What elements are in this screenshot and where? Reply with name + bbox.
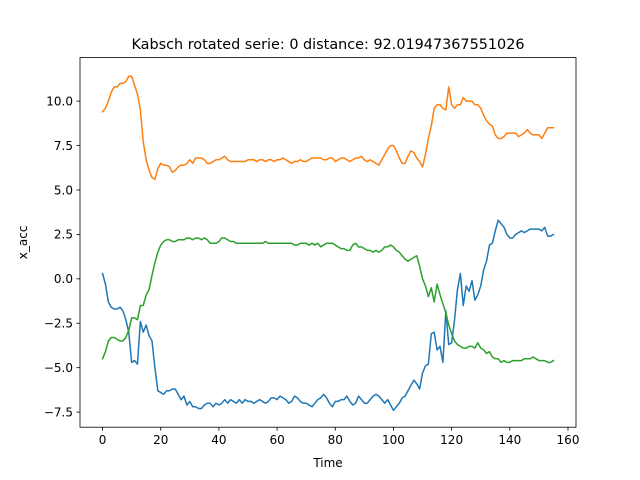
series-layer [101,75,555,412]
x-tick-label: 40 [211,433,226,447]
chart-title: Kabsch rotated serie: 0 distance: 92.019… [131,37,524,53]
series-line-2 [101,237,555,364]
y-tick-label: 2.5 [54,228,73,242]
x-tick-label: 120 [440,433,463,447]
y-tick-label: 0.0 [54,272,73,286]
x-tick-label: 140 [498,433,521,447]
x-tick-label: 100 [382,433,405,447]
plot-frame [79,57,577,428]
series-line-0 [101,219,555,412]
x-tick-label: 80 [328,433,343,447]
y-tick-label: 5.0 [54,183,73,197]
x-tick-label: 160 [557,433,580,447]
x-axis-label: Time [312,456,342,470]
series-line-1 [101,75,555,181]
y-tick-label: 7.5 [54,139,73,153]
x-tick-label: 60 [269,433,284,447]
y-tick-label: −2.5 [44,317,73,331]
y-tick-label: 10.0 [46,94,73,108]
y-tick-label: −5.0 [44,361,73,375]
x-tick-label: 20 [153,433,168,447]
x-axis: 0 20 40 60 80 100 120 140 160 [99,427,580,447]
y-axis: −7.5 −5.0 −2.5 0.0 2.5 5.0 7.5 10.0 [44,94,80,419]
y-axis-label: x_acc [16,226,30,260]
x-tick-label: 0 [99,433,107,447]
y-tick-label: −7.5 [44,405,73,419]
